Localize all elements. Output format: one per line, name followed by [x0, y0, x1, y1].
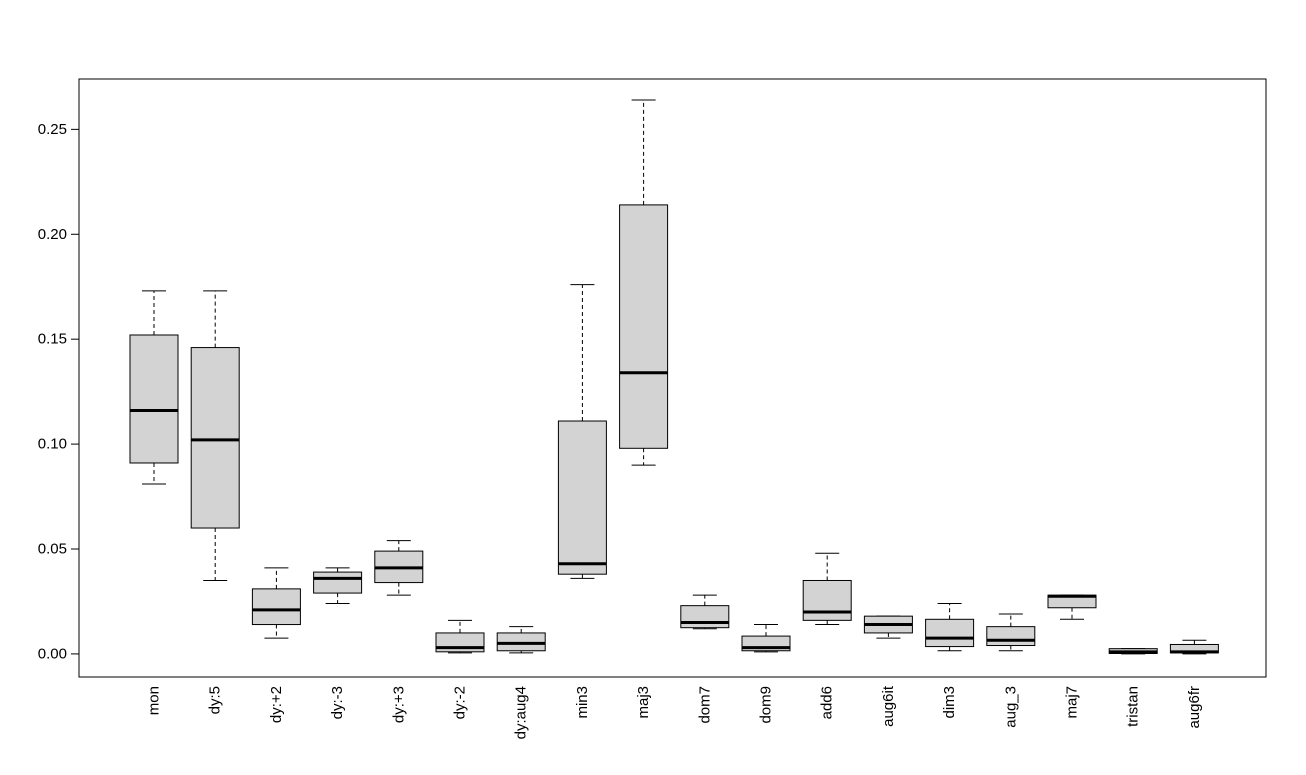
box-dy:5: [190, 290, 240, 581]
box-min3: [557, 284, 607, 579]
y-axis: 0.00 0.05 0.10 0.15 0.20 0.25: [38, 121, 80, 662]
boxes-group: [129, 99, 1219, 655]
x-category-label: dy:5: [207, 686, 224, 714]
x-category-label: maj3: [635, 686, 652, 719]
x-category-label: dom7: [696, 686, 713, 724]
y-tick-label: 0.10: [38, 436, 67, 453]
iqr-box: [251, 588, 301, 626]
box-dy:-2: [435, 619, 485, 654]
box-dom7: [680, 594, 730, 630]
box-dy:-3: [313, 567, 363, 605]
box-dy:aug4: [496, 626, 546, 654]
iqr-box: [313, 571, 363, 594]
box-maj7: [1047, 594, 1097, 620]
box-mon: [129, 290, 179, 485]
x-category-label: dy:-2: [452, 686, 469, 719]
iqr-box: [619, 204, 669, 449]
box-aug_3: [986, 613, 1036, 652]
x-axis-labels: mon dy:5 dy:+2 dy:-3 dy:+3 dy:-2 dy:aug4 min3 ma…: [146, 685, 1203, 739]
x-category-label: aug6it: [880, 685, 897, 727]
box-dy:+2: [251, 567, 301, 639]
x-category-label: dy:aug4: [513, 686, 530, 739]
iqr-box: [496, 632, 546, 652]
iqr-box: [680, 605, 730, 629]
y-tick-label: 0.25: [38, 121, 67, 138]
box-tristan: [1108, 648, 1158, 655]
iqr-box: [986, 626, 1036, 647]
x-category-label: add6: [819, 686, 836, 719]
x-category-label: mon: [146, 686, 163, 715]
y-tick-label: 0.00: [38, 645, 67, 662]
box-dim3: [925, 603, 975, 652]
x-category-label: aug6fr: [1186, 686, 1203, 729]
box-dom9: [741, 624, 791, 653]
plot-frame: [78, 78, 1267, 678]
y-tick-label: 0.15: [38, 331, 67, 348]
box-aug6fr: [1169, 639, 1219, 655]
y-tick-label: 0.05: [38, 541, 67, 558]
box-dy:+3: [374, 540, 424, 596]
x-category-label: dy:-3: [329, 686, 346, 719]
box-add6: [802, 552, 852, 626]
x-category-label: min3: [574, 686, 591, 719]
box-aug6it: [863, 615, 913, 639]
iqr-box: [802, 579, 852, 621]
iqr-box: [925, 618, 975, 648]
box-maj3: [619, 99, 669, 466]
x-category-label: dy:+2: [268, 686, 285, 723]
iqr-box: [190, 347, 240, 529]
iqr-box: [557, 420, 607, 575]
x-category-label: tristan: [1125, 686, 1142, 727]
x-category-label: aug_3: [1002, 686, 1019, 728]
x-category-label: dim3: [941, 686, 958, 719]
iqr-box: [129, 334, 179, 464]
x-category-label: maj7: [1064, 686, 1081, 719]
y-tick-label: 0.20: [38, 226, 67, 243]
x-category-label: dom9: [758, 686, 775, 724]
x-category-label: dy:+3: [390, 686, 407, 723]
